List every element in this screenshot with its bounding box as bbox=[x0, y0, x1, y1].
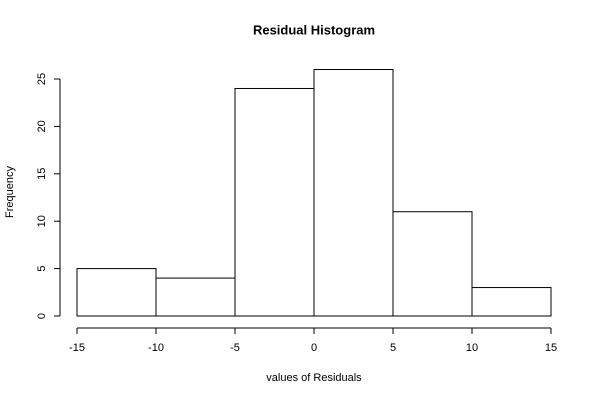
x-tick-label: -10 bbox=[148, 342, 164, 354]
y-tick-label: 5 bbox=[36, 266, 48, 272]
y-tick-label: 20 bbox=[36, 120, 48, 132]
bar bbox=[471, 287, 552, 317]
x-tick-label: 0 bbox=[311, 342, 317, 354]
y-tick-label: 0 bbox=[36, 313, 48, 319]
y-tick-label: 15 bbox=[36, 168, 48, 180]
x-tick-label: 10 bbox=[466, 342, 478, 354]
chart-title: Residual Histogram bbox=[253, 22, 375, 37]
bar bbox=[234, 87, 315, 317]
bar bbox=[313, 69, 394, 317]
y-axis-label: Frequency bbox=[4, 166, 16, 218]
y-tick-label: 10 bbox=[36, 215, 48, 227]
x-tick-label: -5 bbox=[230, 342, 240, 354]
y-tick-label: 25 bbox=[36, 73, 48, 85]
x-tick-label: 15 bbox=[545, 342, 557, 354]
bar bbox=[76, 268, 157, 317]
bar bbox=[155, 277, 236, 317]
x-tick-label: -15 bbox=[69, 342, 85, 354]
x-axis-label: values of Residuals bbox=[266, 372, 362, 384]
bar bbox=[392, 211, 473, 317]
x-tick-label: 5 bbox=[390, 342, 396, 354]
